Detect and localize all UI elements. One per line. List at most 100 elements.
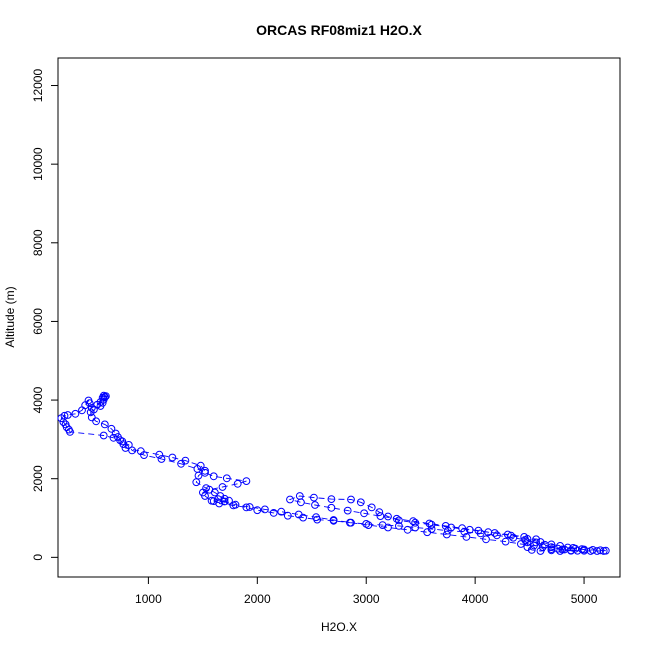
- data-point: [57, 414, 66, 423]
- data-point: [465, 525, 474, 534]
- data-point: [205, 485, 214, 494]
- data-point: [474, 526, 483, 535]
- data-point: [588, 546, 597, 554]
- data-point: [411, 518, 420, 527]
- data-point: [168, 453, 177, 462]
- data-point: [220, 497, 229, 506]
- data-point: [356, 498, 365, 507]
- data-point: [343, 506, 352, 515]
- data-point: [192, 478, 201, 487]
- data-point: [530, 541, 538, 550]
- data-point: [360, 509, 369, 518]
- data-point: [312, 513, 321, 522]
- data-point: [201, 468, 209, 477]
- data-point: [567, 546, 575, 555]
- y-axis-label: Altitude (m): [3, 286, 17, 347]
- data-point: [493, 531, 501, 540]
- data-point: [310, 493, 318, 502]
- data-point: [63, 411, 72, 419]
- data-point: [596, 546, 605, 555]
- data-point: [556, 547, 564, 555]
- y-tick-label: 8000: [31, 229, 45, 256]
- y-tick-label: 10000: [31, 147, 45, 181]
- y-tick-label: 4000: [31, 386, 45, 413]
- data-point: [517, 540, 525, 548]
- y-tick-label: 6000: [31, 308, 45, 335]
- data-point: [482, 535, 490, 544]
- data-point: [128, 446, 137, 455]
- data-point: [225, 496, 233, 505]
- data-point: [261, 505, 269, 514]
- data-point: [423, 528, 432, 537]
- data-point: [458, 524, 467, 533]
- data-point: [484, 528, 493, 537]
- x-tick-label: 3000: [353, 592, 380, 606]
- data-point: [66, 428, 74, 436]
- data-point: [462, 533, 471, 541]
- data-point: [81, 401, 90, 410]
- data-point: [107, 424, 116, 433]
- data-point: [536, 538, 545, 546]
- data-point: [111, 429, 120, 438]
- y-tick-label: 12000: [31, 69, 45, 103]
- data-point: [376, 512, 385, 520]
- data-point: [177, 459, 186, 468]
- data-point: [155, 450, 164, 459]
- data-point: [536, 547, 545, 555]
- data-point: [392, 514, 401, 523]
- data-point: [347, 518, 355, 527]
- data-point: [99, 431, 108, 440]
- series-line: [60, 395, 606, 552]
- data-point: [327, 495, 336, 504]
- data-point: [297, 498, 305, 507]
- data-point: [209, 472, 218, 481]
- data-point: [403, 525, 412, 534]
- data-point: [98, 398, 107, 407]
- x-tick-label: 2000: [244, 592, 271, 606]
- data-point: [242, 477, 251, 486]
- data-point: [92, 417, 100, 426]
- data-point: [294, 510, 303, 519]
- data-point: [277, 507, 286, 516]
- data-point: [231, 500, 240, 509]
- data-point: [395, 516, 403, 525]
- data-point: [215, 499, 224, 508]
- data-point: [124, 441, 133, 449]
- data-point: [157, 455, 166, 463]
- data-point: [447, 523, 456, 532]
- x-axis: 1000 2000 3000 4000 5000: [135, 576, 598, 606]
- data-point: [558, 545, 567, 554]
- data-point: [364, 521, 373, 529]
- data-point: [347, 495, 355, 504]
- data-point: [283, 511, 292, 520]
- x-tick-label: 1000: [135, 592, 162, 606]
- data-point: [547, 545, 556, 553]
- data-point: [233, 479, 242, 488]
- data-point: [295, 492, 304, 500]
- data-point: [207, 496, 216, 505]
- data-point: [201, 466, 209, 475]
- series-layer: [57, 391, 610, 555]
- data-point: [384, 512, 392, 521]
- data-point: [193, 465, 202, 473]
- data-point: [87, 413, 96, 422]
- data-point: [441, 522, 450, 530]
- data-point: [375, 508, 384, 516]
- data-point: [367, 503, 376, 512]
- data-point: [242, 503, 251, 512]
- data-point: [286, 495, 294, 504]
- x-axis-label: H2O.X: [321, 620, 357, 634]
- data-point: [311, 501, 319, 509]
- data-point: [199, 488, 207, 497]
- data-point: [442, 530, 451, 539]
- data-point: [109, 433, 118, 442]
- y-tick-label: 0: [31, 554, 45, 561]
- data-point: [90, 405, 98, 414]
- data-point: [245, 503, 254, 511]
- data-point: [409, 517, 418, 526]
- chart-title: ORCAS RF08miz1 H2O.X: [256, 22, 422, 38]
- data-point: [427, 520, 436, 529]
- data-point: [218, 483, 227, 491]
- data-point: [71, 409, 80, 418]
